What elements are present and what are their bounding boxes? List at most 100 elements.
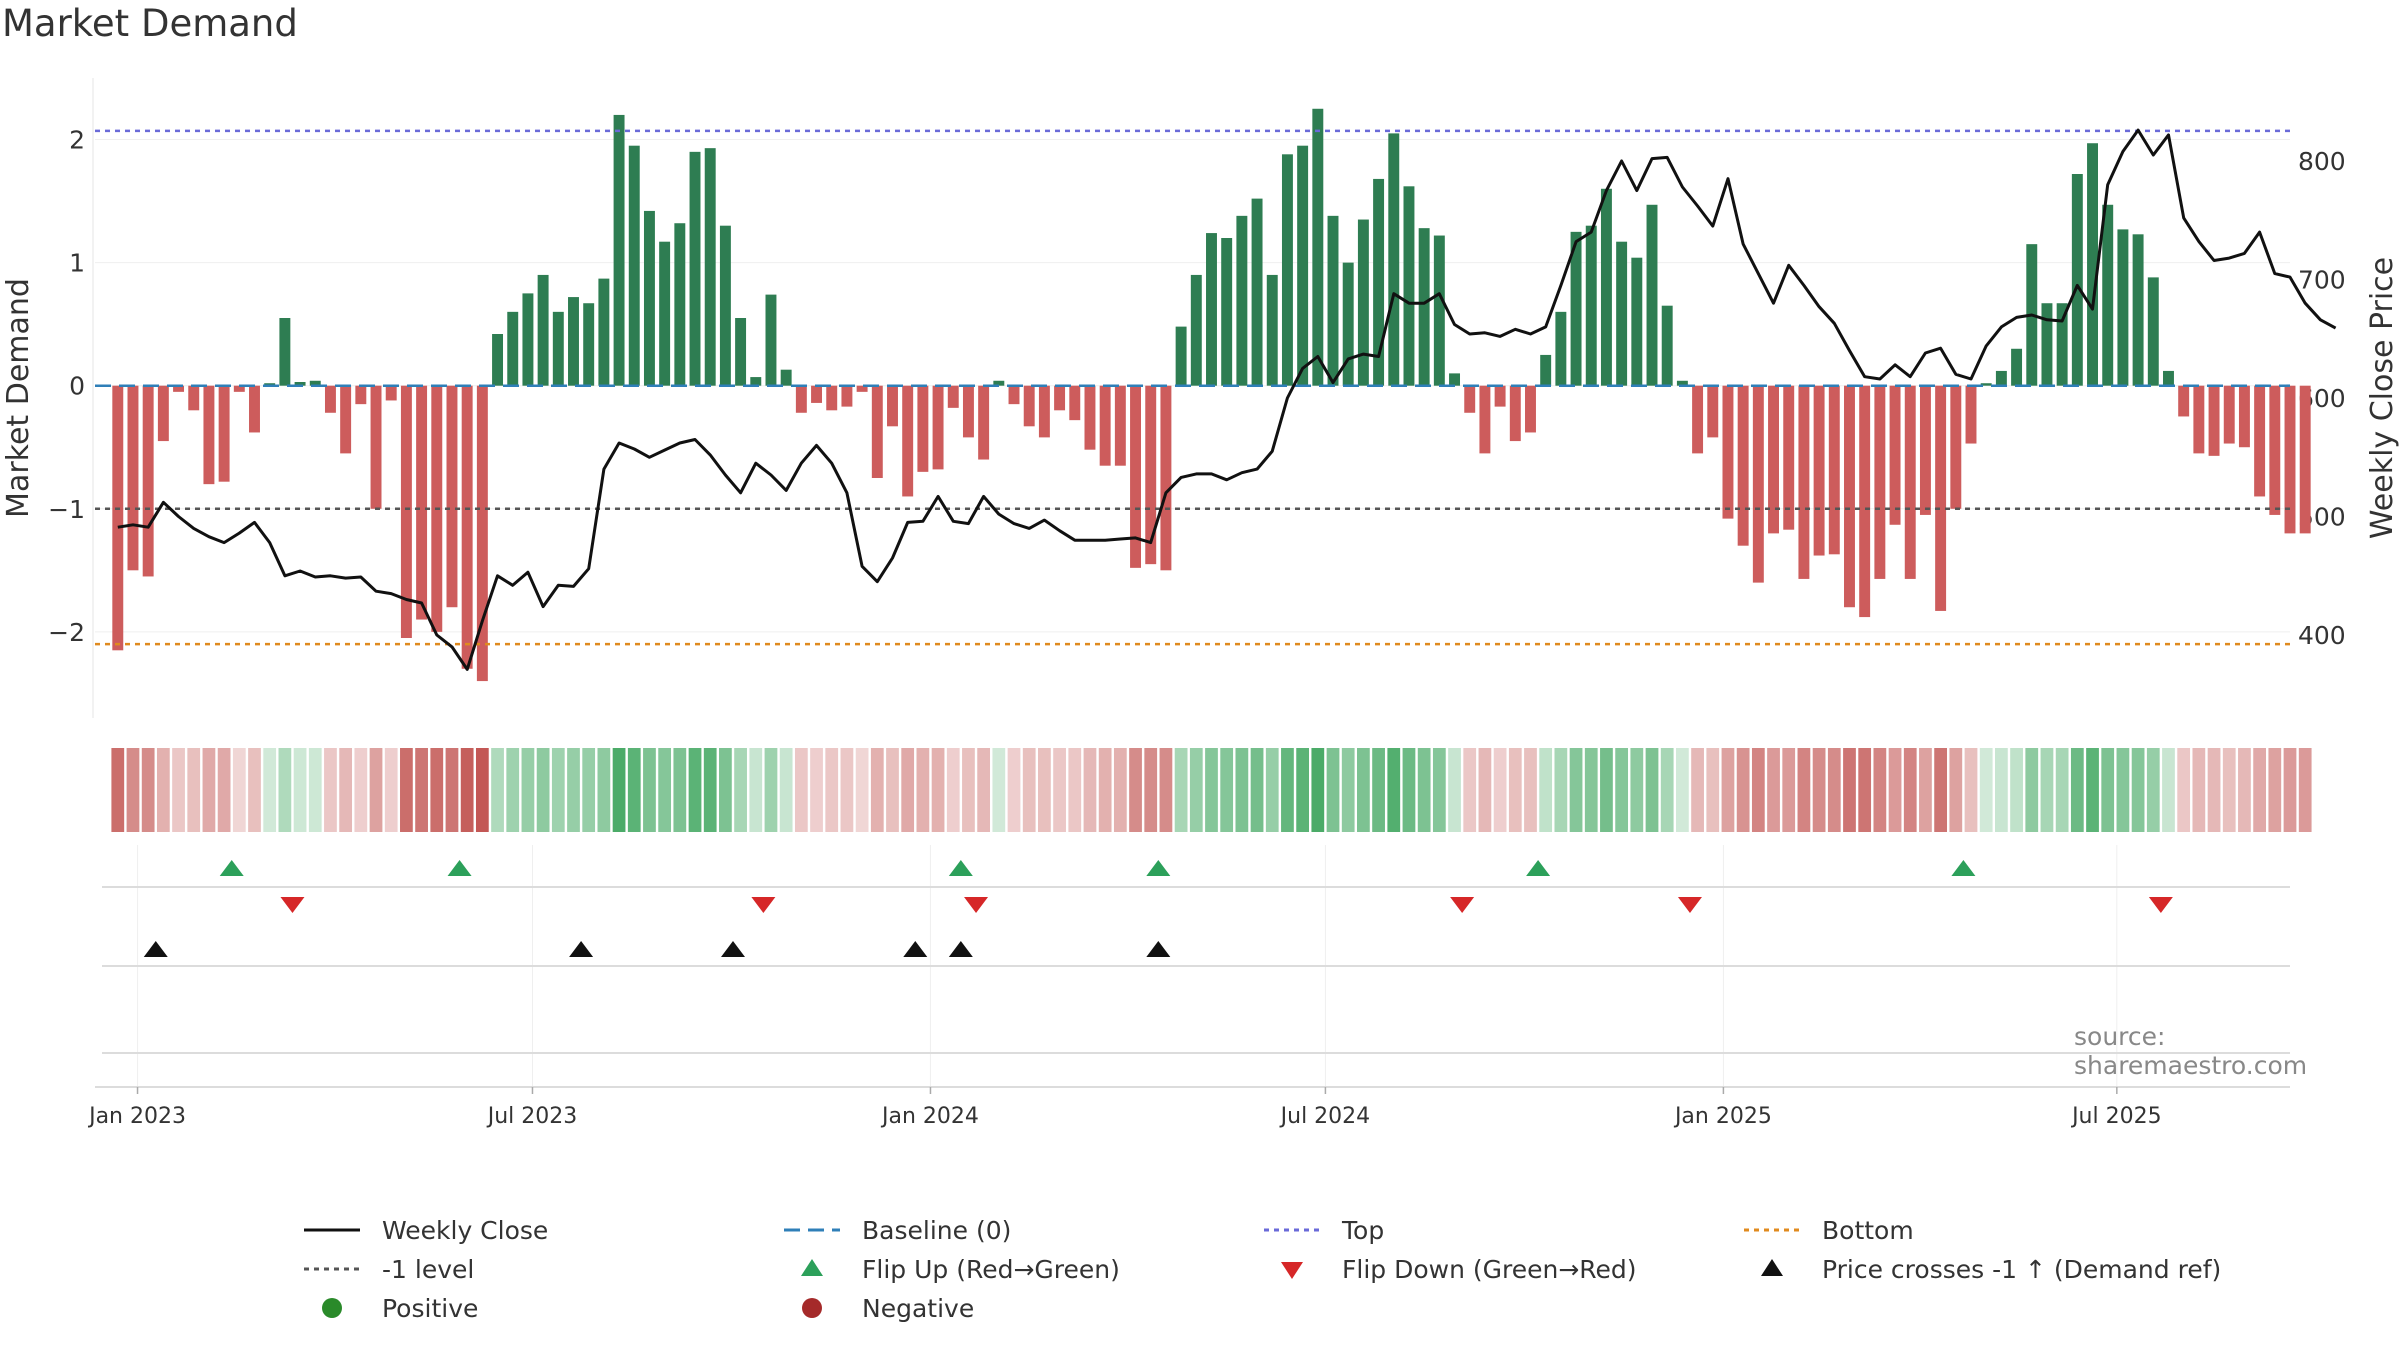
heat-cell — [1888, 748, 1902, 832]
legend-baseline-swatch — [784, 1228, 840, 1232]
demand-bar — [2056, 303, 2068, 386]
demand-bar — [1449, 373, 1461, 386]
heat-cell — [886, 748, 899, 832]
demand-bar — [1950, 385, 1962, 509]
flip-down-marker — [964, 897, 989, 913]
demand-bar — [340, 385, 352, 454]
legend-flip-up-icon — [801, 1259, 823, 1276]
heat-cell — [1448, 748, 1461, 832]
heat-cell — [263, 748, 277, 832]
demand-bar — [917, 385, 929, 472]
demand-bar — [173, 385, 185, 392]
heat-cell — [2131, 748, 2145, 832]
demand-bar — [2238, 385, 2250, 448]
demand-bar — [568, 297, 579, 386]
demand-bar — [2102, 204, 2114, 386]
heat-cell — [1676, 748, 1689, 832]
heat-cell — [1782, 748, 1796, 832]
heat-cell — [567, 748, 580, 832]
price-cross-marker — [1146, 941, 1171, 957]
demand-bar — [1889, 385, 1901, 525]
price-cross-marker — [143, 941, 168, 957]
demand-bar — [1722, 385, 1734, 519]
heat-cell — [445, 748, 459, 832]
heat-cell — [2268, 748, 2282, 832]
legend-top-swatch — [1264, 1228, 1320, 1232]
heat-cell — [1645, 748, 1659, 832]
heat-cell — [931, 748, 945, 832]
heat-cell — [111, 748, 125, 832]
demand-bar — [1433, 235, 1445, 386]
demand-bar — [1190, 274, 1202, 386]
heat-cell — [2116, 748, 2130, 832]
demand-bar — [1692, 385, 1704, 454]
heat-cell — [749, 748, 763, 832]
demand-bar — [324, 385, 336, 413]
demand-bar — [795, 385, 807, 413]
demand-bar — [233, 385, 245, 392]
demand-bar — [1266, 274, 1278, 386]
demand-bar — [1600, 188, 1612, 386]
heat-cell — [1630, 748, 1644, 832]
demand-bar — [719, 225, 731, 386]
demand-bar — [978, 385, 990, 460]
demand-bar — [157, 385, 169, 442]
legend-bottom-swatch — [1744, 1228, 1800, 1232]
chart-legend: Weekly Close Baseline (0) Top Bottom -1 … — [300, 1210, 2300, 1340]
heat-cell — [673, 748, 687, 832]
y2-tick-label: 800 — [2298, 147, 2346, 176]
demand-bar — [659, 241, 671, 386]
demand-bar — [1388, 133, 1400, 386]
heat-cell — [384, 748, 398, 832]
heat-cell — [2222, 748, 2236, 832]
flip-up-marker — [1526, 860, 1551, 876]
demand-bar — [962, 385, 974, 438]
heat-cell — [688, 748, 702, 832]
demand-bar — [1342, 262, 1354, 386]
demand-bar — [628, 145, 640, 386]
demand-bar — [1919, 385, 1931, 515]
heat-cell — [1508, 748, 1522, 832]
demand-bar — [2132, 234, 2144, 386]
demand-bar — [1585, 225, 1597, 386]
demand-bar — [583, 303, 595, 386]
legend-top: Top — [1260, 1210, 1384, 1250]
heat-cell — [415, 748, 428, 832]
y-tick-label: −1 — [48, 495, 85, 524]
heat-cell — [779, 748, 793, 832]
demand-bar — [1418, 228, 1430, 386]
demand-bar — [1813, 385, 1825, 556]
heat-cell — [1235, 748, 1249, 832]
heat-cell — [1113, 748, 1127, 832]
heat-cell — [1022, 748, 1036, 832]
demand-bar — [2223, 385, 2235, 444]
heat-cell — [1706, 748, 1720, 832]
y-axis-label: Market Demand — [1, 278, 36, 518]
demand-bar — [552, 311, 564, 386]
demand-bar — [1479, 385, 1491, 454]
heat-cell — [612, 748, 626, 832]
heat-cell — [156, 748, 170, 832]
demand-bar — [902, 385, 914, 497]
demand-bar — [1646, 204, 1658, 386]
demand-bar — [1509, 385, 1521, 442]
x-tick-label: Jan 2023 — [87, 1104, 186, 1129]
heat-cell — [1038, 748, 1051, 832]
demand-bar — [218, 385, 230, 482]
demand-bar — [993, 380, 1005, 386]
heat-cell — [278, 748, 292, 832]
heat-cell — [946, 748, 960, 832]
heat-cell — [2101, 748, 2115, 832]
y-tick-label: −2 — [48, 618, 85, 647]
demand-bar — [416, 385, 428, 620]
demand-bar — [932, 385, 944, 470]
demand-bar — [1206, 233, 1217, 386]
legend-cross: Price crosses -1 ↑ (Demand ref) — [1740, 1249, 2221, 1289]
heat-cell — [1919, 748, 1932, 832]
heat-cell — [126, 748, 140, 832]
legend-cross-label: Price crosses -1 ↑ (Demand ref) — [1822, 1254, 2222, 1284]
demand-bar — [1737, 385, 1749, 546]
flip-up-marker — [1951, 860, 1976, 876]
demand-bar — [1540, 354, 1552, 386]
x-tick-label: Jul 2025 — [2070, 1104, 2162, 1129]
